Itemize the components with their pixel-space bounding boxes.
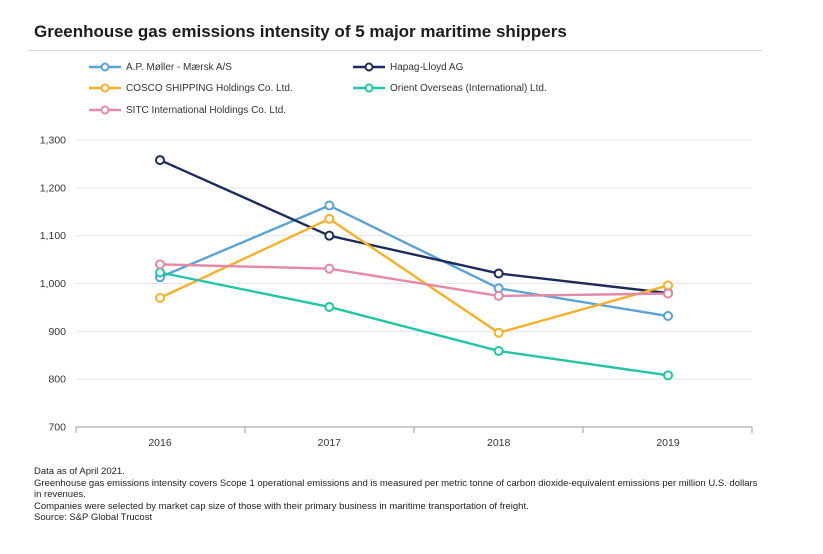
- y-tick-label: 1,000: [40, 278, 66, 290]
- legend-item-oocl: Orient Overseas (International) Ltd.: [352, 79, 547, 97]
- series-line-0: [159, 204, 669, 318]
- footnotes: Data as of April 2021. Greenhouse gas em…: [34, 466, 758, 524]
- title-bar: Greenhouse gas emissions intensity of 5 …: [28, 16, 762, 51]
- series-line-2: [159, 217, 669, 334]
- y-tick-label: 900: [48, 326, 66, 338]
- footnote-source: Source: S&P Global Trucost: [34, 512, 153, 523]
- data-point-3-1: [324, 301, 335, 312]
- x-tick-label: 2017: [318, 437, 342, 449]
- footnote-data-date: Data as of April 2021.: [34, 466, 125, 477]
- data-point-2-0: [155, 292, 165, 303]
- legend-swatch-hapag-lloyd: [353, 62, 385, 72]
- legend-swatch-cosco: [89, 83, 121, 93]
- chart-title: Greenhouse gas emissions intensity of 5 …: [34, 22, 567, 41]
- legend-label-maersk: A.P. Møller - Mærsk A/S: [126, 61, 232, 73]
- footnote-selection: Companies were selected by market cap si…: [34, 500, 529, 512]
- footnote-definition: Greenhouse gas emissions intensity cover…: [34, 477, 758, 501]
- line-chart: 700 800 900 1,000 1,100 1,200 1,300 2016 2017 201…: [40, 136, 753, 449]
- y-tick-label: 1,200: [40, 182, 66, 194]
- series-line-1: [159, 158, 669, 295]
- chart-legend: A.P. Møller - Mærsk A/S Hapag-Lloyd AG C…: [88, 58, 688, 138]
- legend-item-maersk: A.P. Møller - Mærsk A/S: [88, 58, 232, 76]
- data-point-2-3: [663, 280, 673, 291]
- chart-card: Greenhouse gas emissions intensity of 5 …: [28, 16, 762, 536]
- data-point-1-1: [324, 230, 335, 241]
- legend-label-cosco: COSCO SHIPPING Holdings Co. Ltd.: [126, 82, 293, 94]
- legend-label-oocl: Orient Overseas (International) Ltd.: [390, 82, 547, 94]
- series-line-4: [159, 263, 669, 298]
- data-point-4-3: [663, 288, 673, 299]
- legend-item-cosco: COSCO SHIPPING Holdings Co. Ltd.: [88, 79, 293, 97]
- data-point-2-2: [493, 327, 504, 338]
- axis-layer: [75, 426, 753, 433]
- legend-swatch-maersk: [89, 62, 121, 72]
- y-tick-label: 700: [48, 422, 66, 434]
- data-point-4-0: [155, 259, 165, 270]
- data-point-1-0: [155, 155, 165, 166]
- series-layer: [155, 155, 673, 381]
- data-point-3-0: [155, 267, 165, 278]
- x-tick-label: 2016: [148, 437, 172, 449]
- legend-item-hapag-lloyd: Hapag-Lloyd AG: [352, 58, 463, 76]
- data-point-0-3: [663, 311, 673, 322]
- data-point-4-2: [493, 290, 504, 301]
- legend-label-sitc: SITC International Holdings Co. Ltd.: [126, 104, 287, 116]
- y-tick-label: 800: [48, 374, 66, 386]
- data-point-3-2: [493, 345, 504, 356]
- legend-swatch-oocl: [353, 83, 385, 93]
- legend-label-hapag-lloyd: Hapag-Lloyd AG: [390, 61, 464, 73]
- grid-layer: [76, 139, 752, 380]
- x-tick-label: 2019: [656, 437, 680, 449]
- y-tick-label: 1,300: [40, 136, 66, 147]
- legend-item-sitc: SITC International Holdings Co. Ltd.: [88, 101, 286, 119]
- legend-swatch-sitc: [89, 105, 121, 115]
- data-point-2-1: [324, 213, 335, 224]
- data-point-0-1: [324, 200, 335, 211]
- x-tick-label: 2018: [487, 437, 511, 449]
- data-point-3-3: [663, 370, 673, 381]
- y-tick-label: 1,100: [40, 230, 66, 242]
- tick-label-layer: 700 800 900 1,000 1,100 1,200 1,300 2016 2017 201…: [40, 136, 680, 449]
- data-point-1-2: [493, 268, 504, 279]
- data-point-4-1: [324, 263, 335, 274]
- series-line-3: [159, 271, 669, 377]
